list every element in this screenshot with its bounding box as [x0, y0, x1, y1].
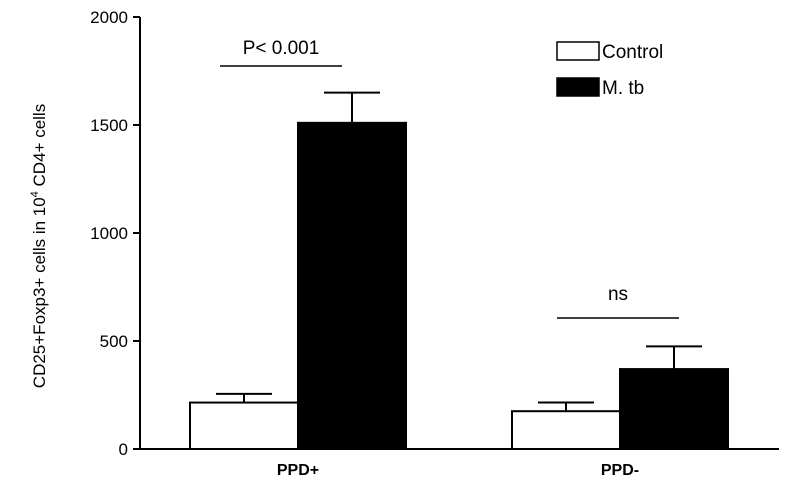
x-category-label: PPD- — [601, 462, 639, 479]
legend-swatch-control — [556, 41, 600, 61]
y-tick-label: 2000 — [90, 8, 128, 27]
significance-label: P< 0.001 — [243, 38, 320, 59]
legend-label-control: Control — [602, 42, 663, 63]
bar-control-ppd-neg — [511, 410, 621, 451]
y-axis-label-superscript: 4 — [29, 191, 41, 197]
y-tick-label: 0 — [119, 440, 128, 459]
bar-control-ppd-pos — [189, 401, 299, 450]
y-axis-label: CD25+Foxp3+ cells in 104 CD4+ cells — [29, 104, 49, 388]
y-tick-label: 1500 — [90, 116, 128, 135]
y-tick-label: 1000 — [90, 224, 128, 243]
significance-label: ns — [608, 284, 628, 305]
legend-label-mtb: M. tb — [602, 78, 644, 99]
bar-mtb-ppd-neg — [619, 368, 729, 450]
y-axis-label-tail: CD4+ cells — [30, 104, 49, 191]
x-category-label: PPD+ — [277, 462, 319, 479]
legend-swatch-mtb — [556, 77, 600, 97]
legend: Control M. tb — [556, 41, 663, 99]
y-tick-label: 500 — [100, 332, 128, 351]
y-axis-label-main: CD25+Foxp3+ cells in 10 — [30, 197, 49, 388]
plot-area: 0 500 1000 1500 2000 PPD+ PPD- P< 0.001 ns — [90, 8, 779, 479]
bar-mtb-ppd-pos — [297, 121, 407, 450]
